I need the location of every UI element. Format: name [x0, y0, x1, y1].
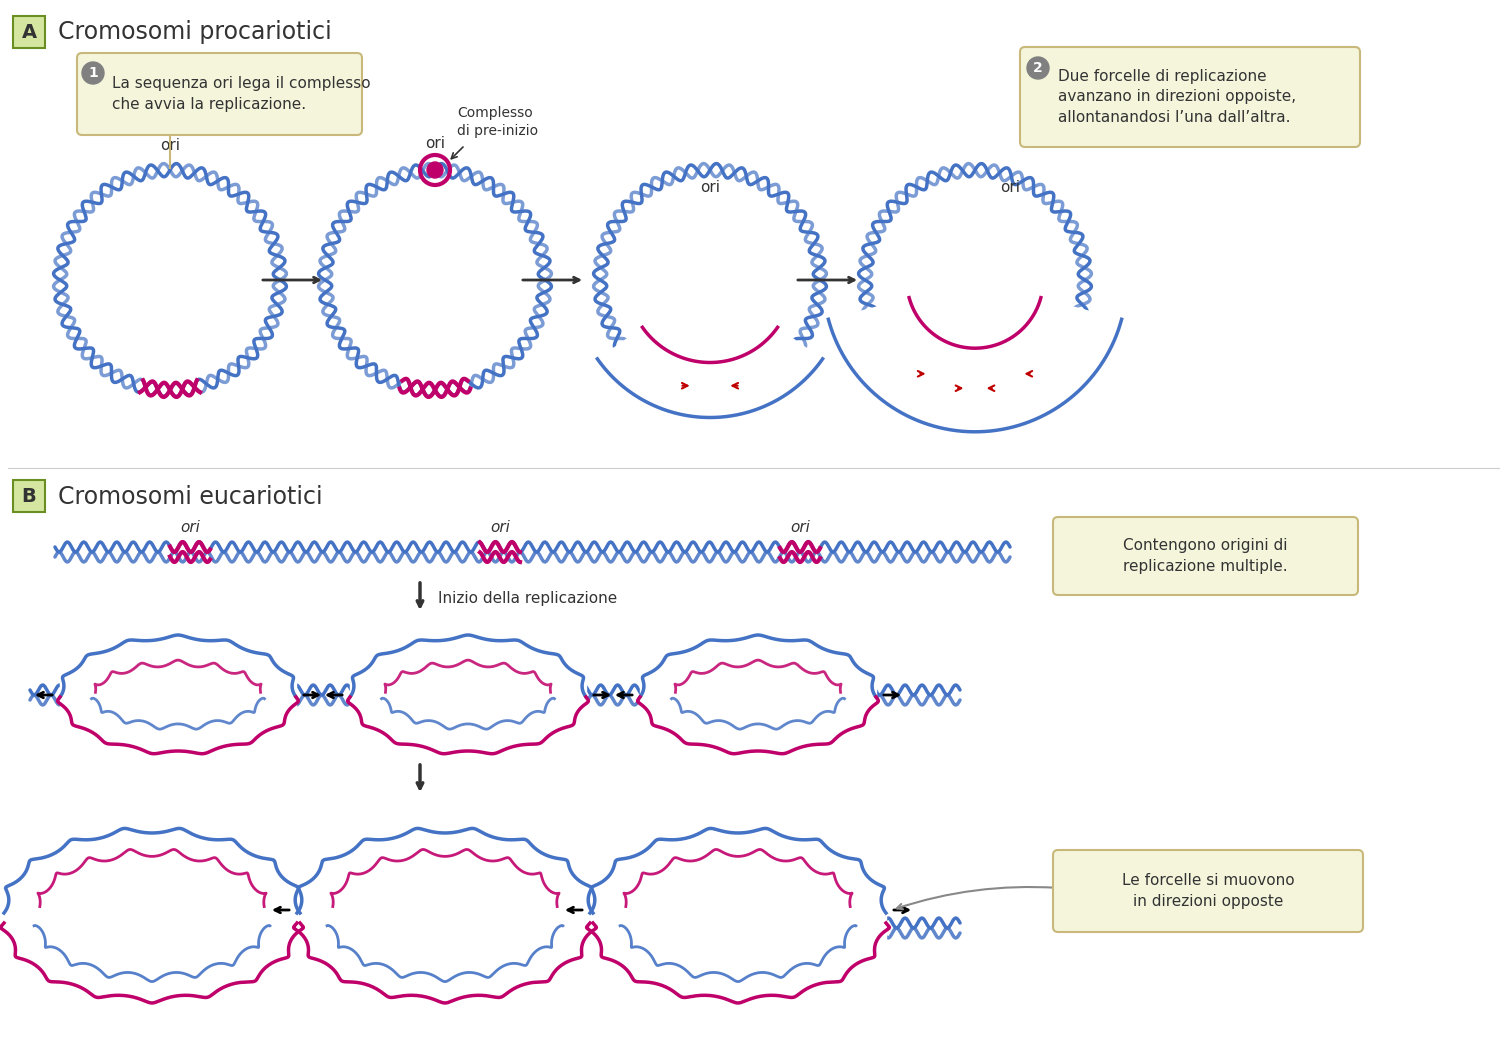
Polygon shape [5, 808, 300, 1013]
Text: B: B [21, 487, 36, 506]
Text: ori: ori [179, 519, 200, 535]
Polygon shape [350, 619, 586, 771]
Text: Complesso
di pre-inizio: Complesso di pre-inizio [457, 106, 538, 138]
Text: A: A [21, 22, 36, 41]
Text: 1: 1 [87, 66, 98, 80]
Text: 2: 2 [1034, 61, 1043, 75]
Polygon shape [829, 297, 1121, 432]
Text: ori: ori [1001, 180, 1020, 195]
Circle shape [426, 162, 443, 178]
Text: ori: ori [699, 180, 720, 195]
Text: Cromosomi eucariotici: Cromosomi eucariotici [57, 485, 322, 509]
Text: Due forcelle di replicazione
avanzano in direzioni oppoiste,
allontanandosi l’un: Due forcelle di replicazione avanzano in… [1058, 69, 1296, 126]
Text: Contengono origini di
replicazione multiple.: Contengono origini di replicazione multi… [1123, 539, 1287, 574]
FancyBboxPatch shape [14, 16, 45, 48]
Polygon shape [597, 327, 823, 418]
Text: Cromosomi procariotici: Cromosomi procariotici [57, 20, 332, 44]
Text: Le forcelle si muovono
in direzioni opposte: Le forcelle si muovono in direzioni oppo… [1121, 873, 1295, 909]
Circle shape [1026, 57, 1049, 79]
Text: ori: ori [790, 519, 809, 535]
Text: La sequenza ori lega il complesso
che avvia la replicazione.: La sequenza ori lega il complesso che av… [112, 76, 371, 112]
FancyBboxPatch shape [14, 480, 45, 512]
Polygon shape [60, 619, 295, 771]
Text: ori: ori [490, 519, 509, 535]
FancyBboxPatch shape [77, 53, 362, 135]
FancyBboxPatch shape [1053, 850, 1362, 932]
Text: ori: ori [425, 136, 445, 151]
Polygon shape [297, 808, 592, 1013]
Polygon shape [591, 808, 886, 1013]
Text: ori: ori [160, 138, 179, 153]
FancyBboxPatch shape [1020, 47, 1359, 147]
FancyBboxPatch shape [1053, 517, 1358, 595]
Polygon shape [640, 619, 876, 771]
Text: Inizio della replicazione: Inizio della replicazione [439, 590, 618, 605]
Circle shape [81, 62, 104, 84]
